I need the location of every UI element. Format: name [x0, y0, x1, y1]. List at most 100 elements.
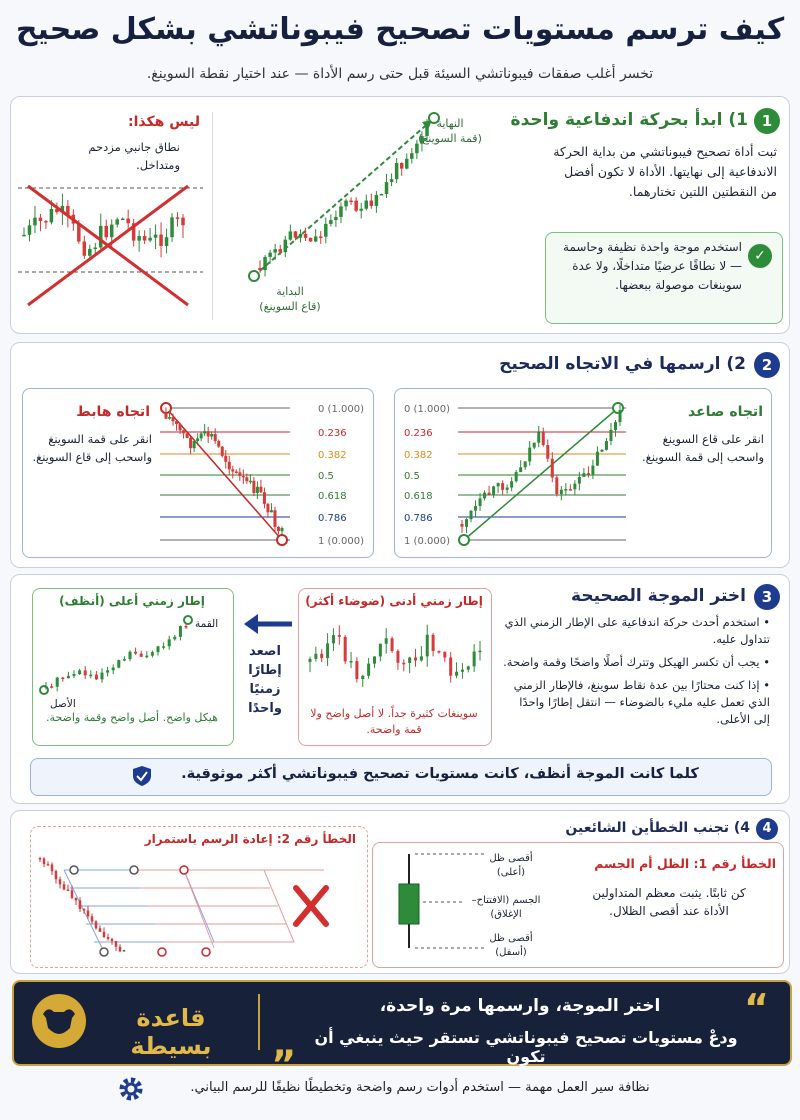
candle-body — [334, 216, 338, 221]
candle-body — [263, 256, 267, 271]
candle-body — [604, 440, 608, 450]
bullet-list: • استخدم أحدث حركة اندفاعية على الإطار ا… — [500, 614, 770, 728]
candle-body — [61, 677, 65, 680]
candle-body — [402, 662, 406, 665]
candle-body — [478, 498, 482, 507]
step-badge: 4 — [756, 818, 778, 840]
candle-body — [82, 241, 87, 256]
shield-icon — [133, 766, 151, 786]
candle-body — [245, 477, 249, 482]
candle-body — [22, 234, 26, 237]
rule-label: قاعدة بسيطة — [130, 1004, 212, 1060]
candle-body — [278, 249, 282, 253]
quote-line: اختر الموجة، وارسمها مرة واحدة، — [379, 996, 661, 1016]
candle-body — [559, 489, 563, 495]
candle-body — [343, 636, 347, 662]
candle-body — [164, 237, 169, 246]
candle-body — [189, 437, 193, 449]
candle-body — [369, 200, 374, 206]
bullet: • يجب أن تكسر الهيكل وتترك أصلًا واضحًا … — [503, 655, 770, 669]
candle-body — [582, 473, 586, 477]
candle-body — [83, 670, 87, 676]
candle-body — [94, 674, 98, 680]
body-label: الجسم (الافتتاح–الإغلاق) — [471, 895, 541, 920]
candle-body — [77, 223, 81, 242]
swing-point — [248, 270, 260, 282]
candle-body — [510, 481, 514, 488]
fib-down-chart: 0 (1.000) 0.236 0.382 0.5 0.618 0.786 1 (0.000… — [160, 402, 364, 547]
candle-body — [293, 231, 298, 238]
candle-body — [137, 236, 141, 241]
uptrend-panel — [394, 388, 772, 558]
swing-line — [463, 407, 619, 541]
candle-body — [460, 524, 464, 527]
candle-body — [162, 646, 166, 648]
mistake1-title: الخطأ رقم 1: الظل أم الجسم — [594, 856, 776, 871]
candle-body — [405, 158, 409, 169]
step-heading: 4) تجنب الخطأين الشائعين — [565, 820, 750, 836]
candle-body — [220, 446, 224, 456]
candle-body — [44, 686, 48, 688]
candle-body — [168, 417, 172, 419]
candle-body — [60, 205, 65, 213]
candle-body — [185, 433, 189, 438]
candle-body — [374, 194, 379, 206]
candle-body — [266, 503, 270, 513]
uptrend-title: اتجاه صاعد — [688, 404, 763, 420]
candle-body — [431, 634, 435, 651]
candle-body — [72, 674, 76, 676]
candle-body — [308, 658, 312, 662]
quote-mark: “ — [744, 986, 769, 1030]
candle-body — [196, 438, 200, 441]
candle-body — [384, 638, 388, 644]
candle-body — [213, 434, 217, 442]
candle-body — [62, 884, 66, 890]
fib-grids — [63, 869, 324, 953]
candle-body — [415, 143, 419, 154]
candle-body — [159, 234, 163, 246]
candle-body — [437, 650, 441, 653]
candle-body — [227, 461, 231, 470]
higher-tf-text: هيكل واضح. أصل واضح وقمة واضحة. — [46, 711, 218, 724]
top-label: القمة — [195, 618, 219, 630]
bullet: • إذا كنت محتارًا بين عدة نقاط سوينغ، فا… — [513, 678, 770, 726]
candle-body — [217, 441, 221, 447]
swing-point — [183, 615, 193, 625]
candle-body — [171, 417, 175, 422]
candle-body — [519, 467, 523, 473]
candle-body — [367, 663, 371, 676]
anchor-points — [69, 865, 211, 957]
mistake2-title: الخطأ رقم 2: إعادة الرسم باستمرار — [144, 832, 356, 846]
candle-body — [178, 423, 182, 431]
swing-line — [165, 407, 283, 541]
candle-body — [523, 461, 527, 468]
divider — [258, 994, 260, 1050]
candle-body — [126, 218, 130, 224]
candle-body — [613, 422, 617, 431]
candle-body — [501, 483, 505, 490]
quote-line: ودعْ مستويات تصحيح فيبوناتشي تستقر حيث ي… — [314, 1028, 738, 1066]
fib-level-label: 0.236 — [318, 428, 347, 439]
cross-line — [27, 184, 189, 307]
uptrend-text: انقر على قاع السوينغ واسحب إلى قمة السوي… — [641, 432, 764, 464]
candle-body — [117, 660, 121, 668]
step-text: ثبت أداة تصحيح فيبوناتشي من بداية الحركة… — [553, 144, 777, 199]
candle-body — [425, 122, 429, 137]
arrow-head — [244, 614, 258, 634]
downtrend-panel — [22, 388, 374, 558]
label: البداية — [276, 285, 304, 298]
candle-body — [280, 528, 284, 532]
mistake2-panel — [30, 826, 368, 968]
candle-body — [82, 909, 86, 911]
candle-body — [595, 451, 599, 466]
candle-body — [50, 864, 54, 872]
wick-top-label: أقصى ظل (أعلى) — [489, 853, 533, 878]
candle-body — [288, 231, 293, 240]
candle-body — [102, 931, 106, 937]
candle-body — [355, 661, 359, 680]
candle-body — [465, 519, 469, 527]
candle-body — [331, 635, 335, 644]
candle-diagram — [398, 853, 485, 949]
candle-body — [164, 414, 168, 419]
candle-body — [283, 239, 288, 253]
